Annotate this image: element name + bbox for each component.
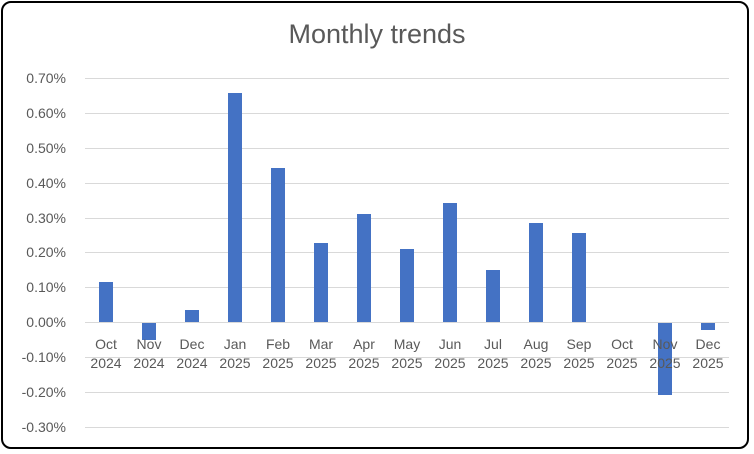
x-axis-year-text: 2025	[477, 355, 509, 371]
bar-jun-2025	[443, 203, 457, 322]
gridline	[85, 357, 729, 358]
gridline	[85, 78, 729, 79]
y-axis-tick-label: 0.70%	[26, 70, 66, 86]
y-axis-tick-label: -0.30%	[21, 419, 66, 435]
bar-may-2025	[400, 249, 414, 322]
x-axis-category-label: Sep 2025	[556, 335, 602, 373]
bar-jan-2025	[228, 93, 242, 322]
x-axis-year-text: 2024	[133, 355, 165, 371]
x-axis-year-text: 2025	[606, 355, 638, 371]
x-axis-category-label: Nov 2025	[642, 335, 688, 373]
bar-nov-2025	[658, 323, 672, 395]
chart-border	[1, 1, 749, 449]
x-axis-category-label: Apr 2025	[341, 335, 387, 373]
bar-oct-2024	[99, 282, 113, 322]
x-axis-year-text: 2025	[348, 355, 380, 371]
x-axis-month-text: Mar	[308, 336, 334, 352]
gridline	[85, 113, 729, 114]
x-axis-category-label: May 2025	[384, 335, 430, 373]
x-axis-month-text: Jan	[223, 336, 247, 352]
y-axis-tick-label: -0.20%	[21, 384, 66, 400]
bar-aug-2025	[529, 223, 543, 322]
x-axis-month-text: Nov	[136, 336, 162, 352]
x-axis-month-text: Aug	[523, 336, 549, 352]
x-axis-month-text: Nov	[652, 336, 678, 352]
x-axis-year-text: 2025	[563, 355, 595, 371]
x-axis-category-label: Aug 2025	[513, 335, 559, 373]
gridline	[85, 148, 729, 149]
x-axis-year-text: 2025	[692, 355, 724, 371]
x-axis-category-label: Jun 2025	[427, 335, 473, 373]
x-axis-year-text: 2024	[90, 355, 122, 371]
x-axis-year-text: 2025	[305, 355, 337, 371]
x-axis-category-label: Jan 2025	[212, 335, 258, 373]
x-axis-month-text: Oct	[95, 336, 117, 352]
y-axis-tick-label: 0.20%	[26, 244, 66, 260]
x-axis-year-text: 2025	[219, 355, 251, 371]
bar-sep-2025	[572, 233, 586, 322]
x-axis-category-label: Dec 2025	[685, 335, 731, 373]
x-axis-month-text: May	[393, 336, 421, 352]
y-axis-tick-label: 0.30%	[26, 210, 66, 226]
x-axis-month-text: Dec	[179, 336, 205, 352]
bar-nov-2024	[142, 323, 156, 340]
x-axis-month-text: Oct	[611, 336, 633, 352]
bar-feb-2025	[271, 168, 285, 322]
bar-dec-2025	[701, 323, 715, 330]
x-axis-category-label: Mar 2025	[298, 335, 344, 373]
y-axis-tick-label: 0.40%	[26, 175, 66, 191]
x-axis-month-text: Jun	[438, 336, 462, 352]
x-axis-year-text: 2025	[391, 355, 423, 371]
gridline	[85, 392, 729, 393]
x-axis-category-label: Oct 2024	[83, 335, 129, 373]
y-axis-tick-label: 0.50%	[26, 140, 66, 156]
x-axis-category-label: Jul 2025	[470, 335, 516, 373]
gridline	[85, 183, 729, 184]
x-axis-year-text: 2025	[262, 355, 294, 371]
x-axis-month-text: Dec	[695, 336, 721, 352]
y-axis-tick-label: 0.10%	[26, 279, 66, 295]
x-axis-month-text: Jul	[484, 336, 502, 352]
x-axis-year-text: 2025	[434, 355, 466, 371]
gridline	[85, 322, 729, 323]
y-axis-tick-label: -0.10%	[21, 349, 66, 365]
bar-apr-2025	[357, 214, 371, 322]
bar-jul-2025	[486, 270, 500, 322]
x-axis-category-label: Dec 2024	[169, 335, 215, 373]
x-axis-category-label: Feb 2025	[255, 335, 301, 373]
bar-dec-2024	[185, 310, 199, 322]
bar-mar-2025	[314, 243, 328, 322]
chart-title: Monthly trends	[288, 19, 466, 49]
x-axis-year-text: 2024	[176, 355, 208, 371]
y-axis-tick-label: 0.60%	[26, 105, 66, 121]
y-axis-tick-label: 0.00%	[26, 314, 66, 330]
x-axis-category-label: Oct 2025	[599, 335, 645, 373]
x-axis-month-text: Sep	[566, 336, 592, 352]
x-axis-year-text: 2025	[520, 355, 552, 371]
gridline	[85, 427, 729, 428]
x-axis-month-text: Apr	[353, 336, 375, 352]
x-axis-year-text: 2025	[649, 355, 681, 371]
gridline	[85, 218, 729, 219]
x-axis-category-label: Nov 2024	[126, 335, 172, 373]
x-axis-month-text: Feb	[265, 336, 291, 352]
